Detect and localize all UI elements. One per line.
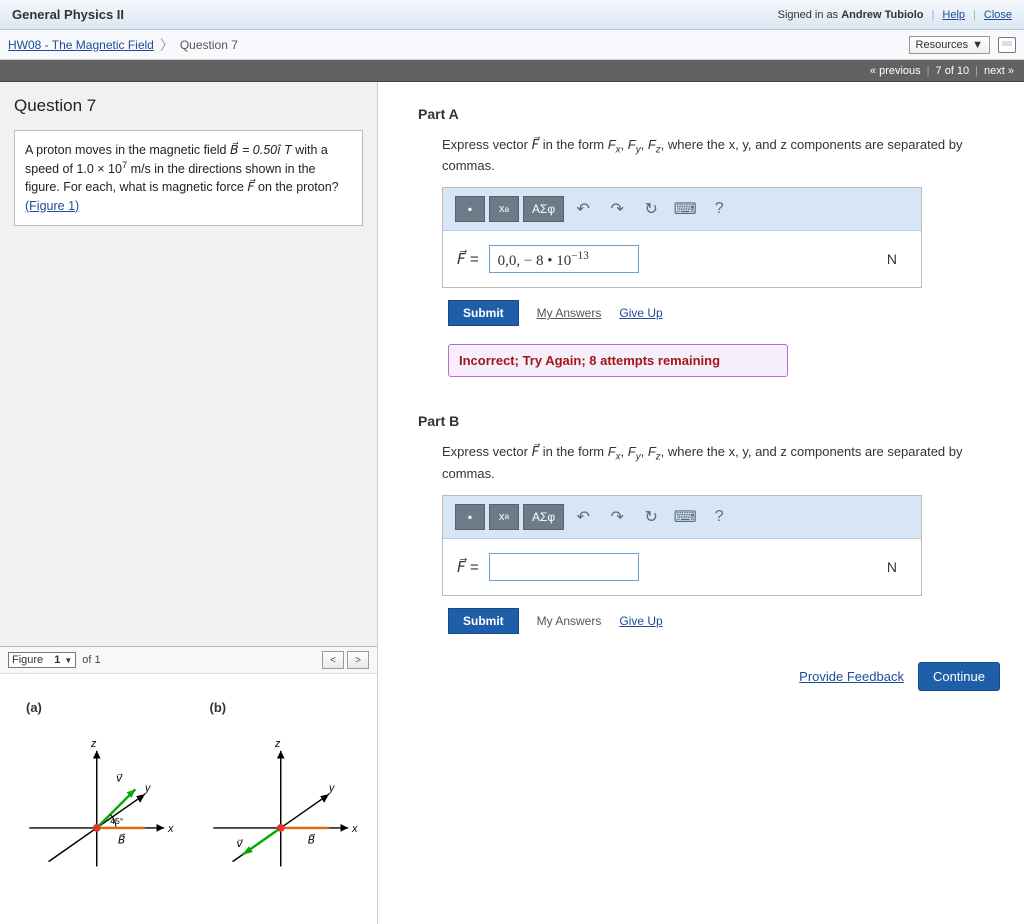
part-a-submit-button[interactable]: Submit: [448, 300, 519, 326]
fraction-icon[interactable]: xa: [489, 196, 519, 222]
help-icon[interactable]: ?: [704, 504, 734, 530]
part-b-submit-row: Submit My Answers Give Up: [418, 600, 1004, 642]
answer-row: F⃗ = 0,0, − 8 • 10−13 N: [443, 231, 921, 287]
breadcrumb-current: Question 7: [180, 38, 238, 52]
template-icon[interactable]: ▪: [455, 196, 485, 222]
part-b: Part B Express vector F⃗ in the form Fx,…: [418, 413, 1004, 641]
figure-link[interactable]: (Figure 1): [25, 199, 79, 213]
part-b-prompt: Express vector F⃗ in the form Fx, Fy, Fz…: [418, 443, 1004, 482]
help-link[interactable]: Help: [942, 9, 965, 21]
top-bar: General Physics II Signed in as Andrew T…: [0, 0, 1024, 30]
svg-text:v⃗: v⃗: [236, 838, 243, 850]
give-up-link[interactable]: Give Up: [619, 306, 662, 320]
my-answers-text: My Answers: [537, 614, 602, 628]
signed-in-text: Signed in as Andrew Tubiolo: [778, 9, 924, 21]
part-b-answer-input[interactable]: [489, 553, 639, 581]
close-link[interactable]: Close: [984, 9, 1012, 21]
svg-text:x: x: [351, 823, 358, 835]
answer-unit-b: N: [887, 559, 897, 575]
svg-text:45°: 45°: [110, 816, 123, 826]
reset-icon[interactable]: ↻: [636, 504, 666, 530]
redo-icon[interactable]: ↷: [602, 504, 632, 530]
keyboard-icon[interactable]: ⌨: [670, 504, 700, 530]
figure-body: (a) x z y v⃗: [0, 674, 377, 924]
part-a: Part A Express vector F⃗ in the form Fx,…: [418, 106, 1004, 377]
figure-of-label: of 1: [82, 654, 100, 666]
provide-feedback-link[interactable]: Provide Feedback: [799, 669, 904, 684]
help-icon[interactable]: ?: [704, 196, 734, 222]
part-a-submit-row: Submit My Answers Give Up: [418, 292, 1004, 334]
resources-button[interactable]: Resources ▼: [909, 36, 990, 54]
course-title: General Physics II: [12, 7, 124, 22]
answer-row-b: F⃗ = N: [443, 539, 921, 595]
hw-link[interactable]: HW08 - The Magnetic Field: [8, 38, 154, 52]
chevron-down-icon: ▼: [972, 39, 983, 51]
nav-position: 7 of 10: [936, 65, 970, 77]
subfigure-b: (b) x z y v⃗: [194, 694, 368, 904]
template-icon[interactable]: ▪: [455, 504, 485, 530]
fraction-icon[interactable]: xa: [489, 504, 519, 530]
greek-button[interactable]: ΑΣφ: [523, 504, 564, 530]
breadcrumb: HW08 - The Magnetic Field 〉 Question 7: [8, 35, 238, 55]
left-column: Question 7 A proton moves in the magneti…: [0, 82, 378, 924]
answer-label-b: F⃗ =: [457, 558, 479, 576]
chevron-down-icon: ▼: [64, 656, 72, 665]
svg-text:B⃗: B⃗: [307, 833, 314, 846]
main: Question 7 A proton moves in the magneti…: [0, 82, 1024, 924]
svg-text:z: z: [273, 738, 280, 750]
question-box: A proton moves in the magnetic field B⃗ …: [14, 130, 363, 226]
reset-icon[interactable]: ↻: [636, 196, 666, 222]
part-a-answer-input[interactable]: 0,0, − 8 • 10−13: [489, 245, 639, 273]
figure-select[interactable]: Figure 1 ▼: [8, 652, 76, 668]
svg-text:B⃗: B⃗: [118, 833, 125, 846]
part-a-prompt: Express vector F⃗ in the form Fx, Fy, Fz…: [418, 136, 1004, 175]
continue-button[interactable]: Continue: [918, 662, 1000, 691]
figure-header: Figure 1 ▼ of 1 < >: [0, 647, 377, 674]
svg-text:z: z: [90, 738, 97, 750]
part-a-feedback: Incorrect; Try Again; 8 attempts remaini…: [448, 344, 788, 377]
svg-text:y: y: [144, 782, 151, 794]
answer-toolbar-b: ▪ xa ΑΣφ ↶ ↷ ↻ ⌨ ?: [443, 496, 921, 539]
figure-next-button[interactable]: >: [347, 651, 369, 669]
greek-button[interactable]: ΑΣφ: [523, 196, 564, 222]
chevron-right-icon: 〉: [160, 35, 174, 55]
next-button[interactable]: next »: [984, 65, 1014, 77]
top-right: Signed in as Andrew Tubiolo | Help | Clo…: [778, 9, 1012, 21]
figure-prev-button[interactable]: <: [322, 651, 344, 669]
answer-toolbar: ▪ xa ΑΣφ ↶ ↷ ↻ ⌨ ?: [443, 188, 921, 231]
part-a-answer-box: ▪ xa ΑΣφ ↶ ↷ ↻ ⌨ ? F⃗ = 0,0, − 8 • 10−13…: [442, 187, 922, 288]
print-icon[interactable]: [998, 37, 1016, 53]
prev-button[interactable]: « previous: [870, 65, 921, 77]
part-a-title: Part A: [418, 106, 1004, 122]
keyboard-icon[interactable]: ⌨: [670, 196, 700, 222]
undo-icon[interactable]: ↶: [568, 196, 598, 222]
my-answers-link[interactable]: My Answers: [537, 306, 602, 320]
footer-links: Provide Feedback Continue: [418, 662, 1004, 691]
part-b-title: Part B: [418, 413, 1004, 429]
subfigure-a: (a) x z y v⃗: [10, 694, 184, 904]
question-title: Question 7: [14, 96, 363, 116]
figure-area: Figure 1 ▼ of 1 < > (a) x: [0, 646, 377, 924]
part-b-submit-button[interactable]: Submit: [448, 608, 519, 634]
undo-icon[interactable]: ↶: [568, 504, 598, 530]
svg-text:x: x: [167, 823, 174, 835]
user-name: Andrew Tubiolo: [841, 9, 923, 21]
give-up-link-b[interactable]: Give Up: [619, 614, 662, 628]
question-nav: « previous | 7 of 10 | next »: [0, 60, 1024, 82]
answer-unit: N: [887, 251, 897, 267]
breadcrumb-bar: HW08 - The Magnetic Field 〉 Question 7 R…: [0, 30, 1024, 60]
svg-text:y: y: [327, 782, 334, 794]
redo-icon[interactable]: ↷: [602, 196, 632, 222]
answer-label: F⃗ =: [457, 250, 479, 268]
svg-text:v⃗: v⃗: [116, 773, 123, 785]
part-b-answer-box: ▪ xa ΑΣφ ↶ ↷ ↻ ⌨ ? F⃗ = N: [442, 495, 922, 596]
right-column: Part A Express vector F⃗ in the form Fx,…: [378, 82, 1024, 924]
